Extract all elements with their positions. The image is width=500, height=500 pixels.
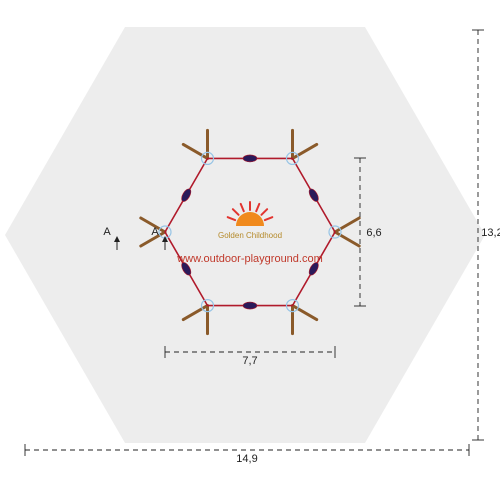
edge-connector (243, 302, 257, 309)
edge-connector (243, 155, 257, 162)
section-label: A (103, 226, 111, 238)
brand-name: Golden Childhood (218, 231, 282, 240)
dimension-label: 6,6 (366, 227, 381, 239)
dimension-label: 7,7 (242, 355, 257, 367)
brand-url: www.outdoor-playground.com (176, 253, 323, 265)
dimension-label: 14,9 (236, 453, 257, 465)
section-label: A (151, 226, 159, 238)
dimension-label: 13,2 (481, 227, 500, 239)
